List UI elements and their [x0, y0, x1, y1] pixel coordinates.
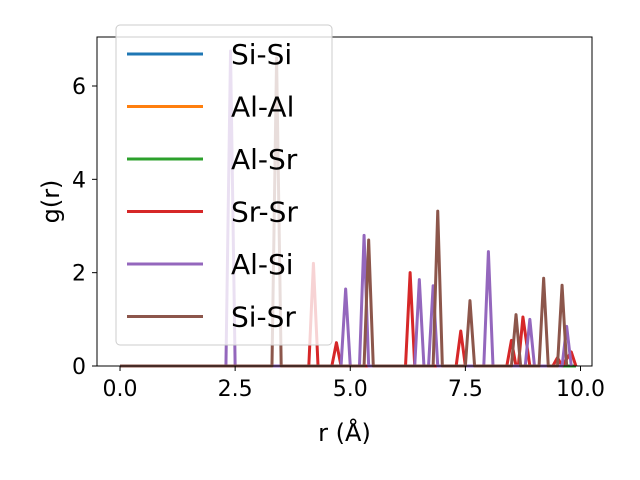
legend-label: Al-Sr: [231, 143, 298, 176]
y-tick-label: 6: [72, 75, 86, 100]
legend-label: Al-Si: [231, 248, 294, 281]
y-tick-label: 0: [72, 355, 86, 380]
y-tick-label: 2: [72, 262, 86, 287]
x-axis-ticks: 0.0 2.5 5.0 7.5 10.0: [103, 366, 605, 402]
legend-label: Sr-Sr: [231, 196, 298, 229]
x-tick-label: 5.0: [333, 377, 368, 402]
legend-label: Si-Sr: [231, 301, 296, 334]
x-tick-label: 0.0: [103, 377, 138, 402]
plot-frame: [96, 36, 593, 367]
y-axis-label: g(r): [37, 180, 65, 224]
x-tick-label: 10.0: [556, 377, 605, 402]
x-tick-label: 2.5: [218, 377, 253, 402]
x-axis-label: r (Å): [318, 418, 371, 447]
y-axis-ticks: 0 2 4 6: [72, 75, 97, 380]
legend-label: Al-Al: [231, 91, 294, 124]
legend-box: [115, 24, 333, 346]
legend: Si-Si Al-Al Al-Sr Sr-Sr Al-Si Si-Sr: [115, 24, 333, 346]
x-tick-label: 7.5: [448, 377, 483, 402]
legend-label: Si-Si: [231, 38, 292, 71]
y-tick-label: 4: [72, 168, 86, 193]
